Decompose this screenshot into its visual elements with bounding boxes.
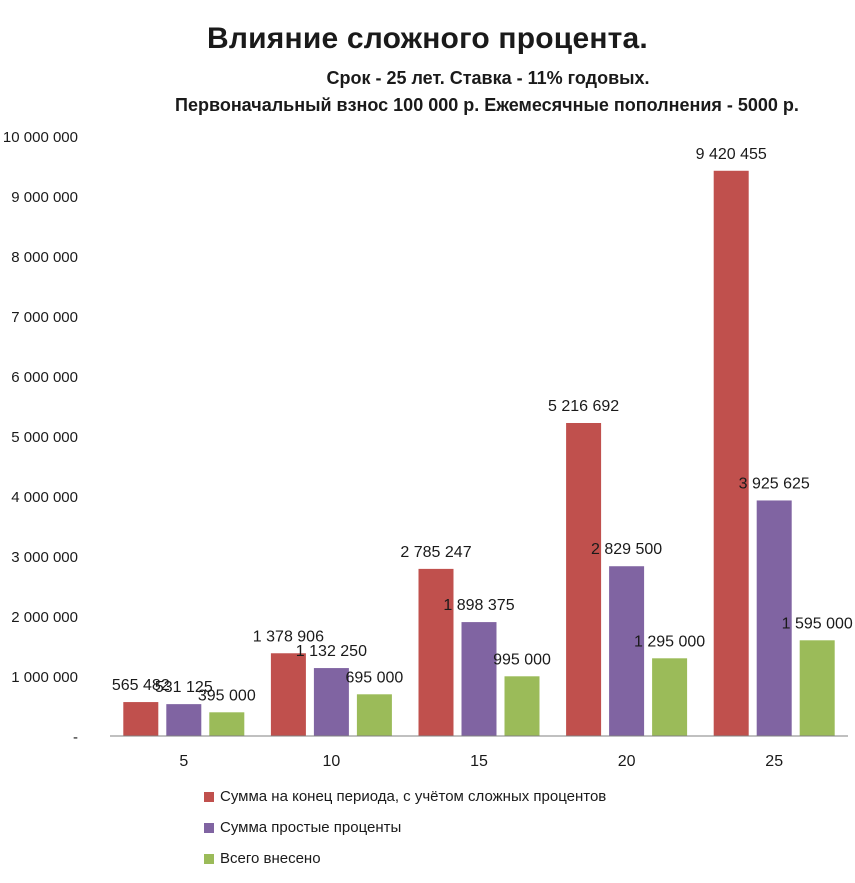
chart-subtitle-deposit: Первоначальный взнос 100 000 р. Ежемесяч… xyxy=(175,95,799,115)
x-tick-label: 25 xyxy=(765,753,783,770)
bar-10-simple xyxy=(313,668,349,736)
y-tick-label: 8 000 000 xyxy=(11,249,78,266)
bar-20-deposited xyxy=(652,658,688,736)
bar-25-simple xyxy=(756,500,792,736)
legend-item-simple: Сумма простые проценты xyxy=(204,819,606,836)
y-tick-label: 7 000 000 xyxy=(11,309,78,326)
bar-5-simple xyxy=(166,704,202,736)
data-label: 3 925 625 xyxy=(739,475,810,492)
legend-label-compound: Сумма на конец периода, с учётом сложных… xyxy=(220,788,607,805)
data-label: 395 000 xyxy=(198,687,256,704)
data-label: 1 295 000 xyxy=(634,633,705,650)
data-label: 1 378 906 xyxy=(253,628,324,645)
y-tick-label: 2 000 000 xyxy=(11,609,78,626)
bar-5-compound xyxy=(123,702,159,736)
y-tick-label: 6 000 000 xyxy=(11,369,78,386)
data-label: 9 420 455 xyxy=(696,146,767,163)
bar-10-compound xyxy=(270,653,306,736)
bar-20-simple xyxy=(609,566,645,736)
data-label: 2 785 247 xyxy=(400,544,471,561)
x-tick-label: 10 xyxy=(323,753,341,770)
data-label: 2 829 500 xyxy=(591,541,662,558)
y-tick-label: 9 000 000 xyxy=(11,189,78,206)
x-tick-label: 20 xyxy=(618,753,636,770)
bar-15-deposited xyxy=(504,676,540,736)
y-tick-label: 3 000 000 xyxy=(11,549,78,566)
data-label: 1 898 375 xyxy=(443,597,514,614)
bar-25-deposited xyxy=(799,640,835,736)
data-label: 695 000 xyxy=(345,669,403,686)
legend: Сумма на конец периода, с учётом сложных… xyxy=(204,788,607,883)
bar-5-deposited xyxy=(209,712,245,736)
bar-15-compound xyxy=(418,568,454,736)
legend-item-compound: Сумма на конец периода, с учётом сложных… xyxy=(204,788,607,805)
bar-15-simple xyxy=(461,622,497,736)
x-tick-label: 15 xyxy=(470,753,488,770)
chart-subtitle-term: Срок - 25 лет. Ставка - 11% годовых. xyxy=(326,68,650,88)
legend-swatch-deposited xyxy=(204,854,214,864)
y-tick-label: 10 000 000 xyxy=(3,129,78,146)
bar-10-deposited xyxy=(356,694,392,736)
bar-20-compound xyxy=(566,422,602,736)
bar-25-compound xyxy=(713,170,749,736)
y-tick-label: 4 000 000 xyxy=(11,489,78,506)
chart-title: Влияние сложного процента. xyxy=(207,22,648,55)
data-label: 565 482 xyxy=(112,677,170,694)
legend-label-simple: Сумма простые проценты xyxy=(220,819,402,836)
legend-item-deposited: Всего внесено xyxy=(204,850,606,867)
x-tick-label: 5 xyxy=(179,753,188,770)
legend-label-deposited: Всего внесено xyxy=(220,850,321,867)
data-label: 995 000 xyxy=(493,651,551,668)
legend-swatch-simple xyxy=(204,823,214,833)
data-label: 531 125 xyxy=(155,679,213,696)
legend-swatch-compound xyxy=(204,792,214,802)
data-label: 1 595 000 xyxy=(782,615,853,632)
y-tick-label: 1 000 000 xyxy=(11,669,78,686)
y-tick-label: - xyxy=(73,729,78,746)
y-tick-label: 5 000 000 xyxy=(11,429,78,446)
data-label: 5 216 692 xyxy=(548,398,619,415)
data-label: 1 132 250 xyxy=(296,643,367,660)
